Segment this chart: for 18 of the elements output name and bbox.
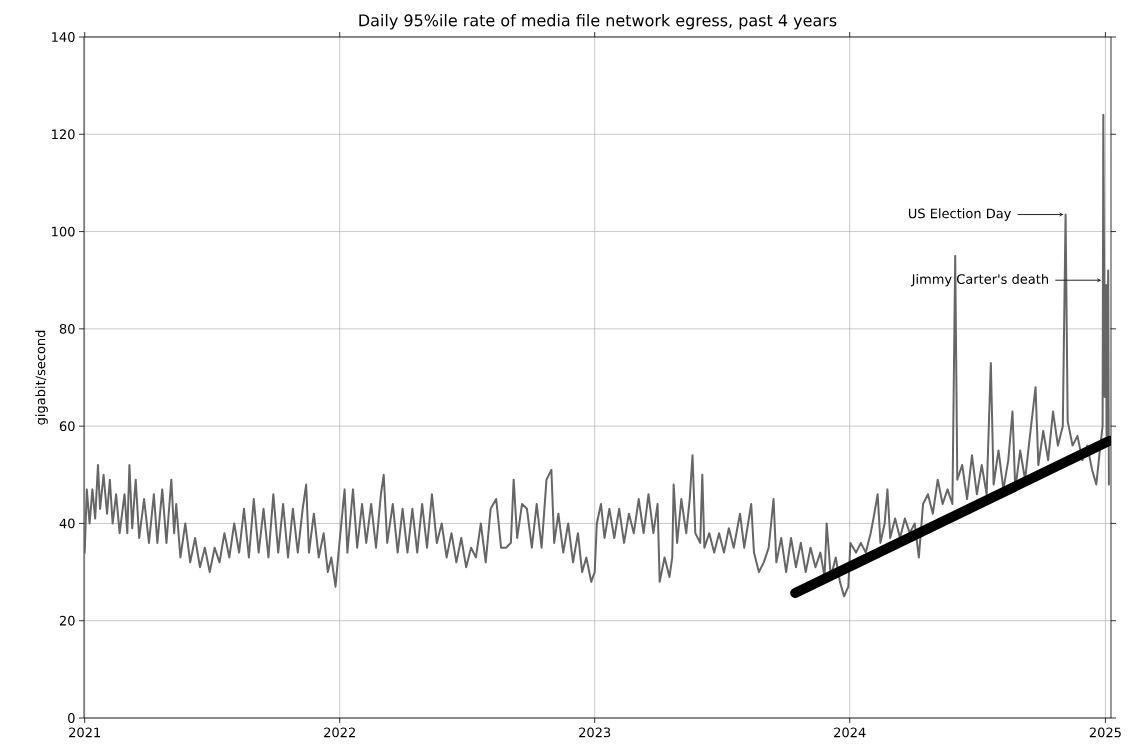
annotation: US Election Day <box>908 208 1012 221</box>
y-tick-label: 0 <box>68 713 75 723</box>
line-series <box>84 113 1110 598</box>
x-tick-label: 2023 <box>579 727 611 738</box>
chart-title: Daily 95%ile rate of media file network egress, past 4 years <box>359 14 837 30</box>
y-tick-label: 80 <box>59 323 75 334</box>
x-tick-label: 2024 <box>834 727 866 738</box>
y-tick-label: 140 <box>52 32 75 42</box>
x-tick-label: 2021 <box>69 727 101 738</box>
y-tick-label: 120 <box>52 129 75 140</box>
x-tick-label: 2022 <box>324 727 355 738</box>
x-tick-label: 2025 <box>1089 727 1121 738</box>
y-tick-label: 60 <box>59 421 75 432</box>
annotation: Jimmy Carter's death <box>910 273 1048 287</box>
y-tick-label: 100 <box>52 226 75 237</box>
y-tick-label: 20 <box>59 615 75 626</box>
y-axis-title: gigabit/second <box>35 330 48 425</box>
y-tick-label: 40 <box>59 518 75 529</box>
